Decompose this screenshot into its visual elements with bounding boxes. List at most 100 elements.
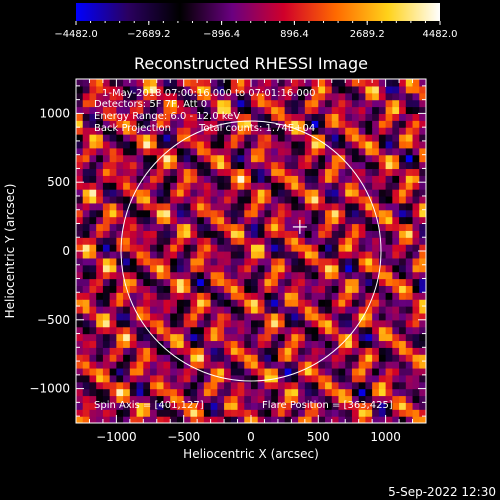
- heatmap-cell: [304, 299, 313, 307]
- heatmap-cell: [210, 168, 218, 176]
- heatmap-cell: [129, 409, 138, 417]
- heatmap-cell: [277, 223, 286, 231]
- heatmap-cell: [150, 140, 158, 149]
- heatmap-cell: [203, 285, 212, 293]
- heatmap-cell: [76, 175, 84, 183]
- heatmap-cell: [284, 195, 292, 204]
- heatmap-cell: [190, 285, 198, 293]
- heatmap-cell: [405, 409, 414, 417]
- heatmap-cell: [217, 161, 225, 170]
- heatmap-cell: [150, 168, 158, 176]
- heatmap-cell: [358, 367, 367, 376]
- heatmap-cell: [224, 381, 232, 390]
- heatmap-cell: [244, 271, 252, 280]
- heatmap-cell: [264, 99, 272, 108]
- heatmap-cell: [102, 361, 111, 369]
- heatmap-cell: [183, 381, 192, 390]
- heatmap-cell: [102, 79, 111, 87]
- heatmap-cell: [143, 264, 151, 273]
- heatmap-cell: [244, 333, 252, 342]
- heatmap-cell: [304, 333, 313, 342]
- heatmap-cell: [170, 168, 178, 176]
- heatmap-cell: [210, 285, 218, 293]
- heatmap-cell: [176, 278, 185, 286]
- heatmap-cell: [96, 264, 104, 273]
- heatmap-cell: [298, 106, 306, 114]
- heatmap-cell: [123, 257, 131, 266]
- heatmap-cell: [156, 354, 165, 362]
- heatmap-cell: [109, 230, 117, 238]
- heatmap-cell: [237, 347, 245, 355]
- heatmap-cell: [331, 271, 340, 280]
- heatmap-cell: [419, 175, 426, 183]
- heatmap-cell: [82, 374, 91, 383]
- heatmap-cell: [311, 127, 319, 135]
- heatmap-cell: [392, 374, 400, 383]
- heatmap-cell: [318, 409, 326, 417]
- heatmap-cell: [143, 237, 151, 245]
- heatmap-cell: [378, 285, 387, 293]
- heatmap-cell: [385, 92, 393, 101]
- heatmap-cell: [197, 285, 205, 293]
- heatmap-cell: [284, 134, 292, 142]
- heatmap-cell: [203, 230, 212, 238]
- heatmap-cell: [405, 223, 414, 231]
- heatmap-cell: [163, 182, 171, 190]
- heatmap-cell: [399, 134, 407, 142]
- heatmap-cell: [378, 388, 387, 397]
- heatmap-cell: [257, 134, 266, 142]
- heatmap-cell: [291, 299, 299, 307]
- heatmap-cell: [170, 140, 178, 149]
- heatmap-cell: [136, 319, 144, 328]
- heatmap-cell: [378, 367, 387, 376]
- heatmap-cell: [76, 402, 84, 410]
- heatmap-cell: [257, 388, 266, 397]
- heatmap-cell: [419, 168, 426, 176]
- heatmap-cell: [224, 168, 232, 176]
- heatmap-cell: [129, 127, 138, 135]
- heatmap-cell: [251, 140, 259, 149]
- heatmap-cell: [331, 237, 340, 245]
- heatmap-cell: [190, 127, 198, 135]
- heatmap-cell: [82, 278, 91, 286]
- heatmap-cell: [224, 347, 232, 355]
- heatmap-cell: [372, 319, 380, 328]
- heatmap-cell: [385, 381, 393, 390]
- heatmap-cell: [163, 312, 171, 321]
- heatmap-cell: [345, 99, 353, 108]
- heatmap-cell: [102, 319, 111, 328]
- heatmap-cell: [82, 367, 91, 376]
- heatmap-cell: [237, 244, 245, 252]
- heatmap-cell: [264, 278, 272, 286]
- heatmap-cell: [311, 230, 319, 238]
- heatmap-cell: [156, 285, 165, 293]
- heatmap-cell: [237, 79, 245, 87]
- heatmap-cell: [251, 264, 259, 273]
- heatmap-cell: [378, 416, 387, 423]
- heatmap-cell: [271, 278, 279, 286]
- heatmap-cell: [96, 271, 104, 280]
- heatmap-cell: [338, 381, 346, 390]
- heatmap-cell: [318, 388, 326, 397]
- heatmap-cell: [210, 292, 218, 300]
- heatmap-cell: [230, 209, 239, 218]
- heatmap-cell: [345, 120, 353, 128]
- heatmap-cell: [230, 113, 239, 121]
- heatmap-cell: [392, 395, 400, 403]
- heatmap-cell: [345, 388, 353, 397]
- heatmap-cell: [257, 402, 266, 410]
- heatmap-cell: [298, 195, 306, 204]
- heatmap-cell: [109, 120, 117, 128]
- heatmap-cell: [96, 333, 104, 342]
- heatmap-cell: [237, 326, 245, 335]
- heatmap-cell: [345, 216, 353, 225]
- heatmap-cell: [399, 140, 407, 149]
- heatmap-cell: [150, 251, 158, 259]
- heatmap-cell: [129, 354, 138, 362]
- heatmap-cell: [82, 395, 91, 403]
- heatmap-cell: [419, 251, 426, 259]
- colorbar-tick-label: −4482.0: [54, 29, 97, 40]
- heatmap-cell: [372, 99, 380, 108]
- heatmap-cell: [150, 319, 158, 328]
- detectors-annotation: Detectors: 5F 7F, Att 0: [94, 99, 207, 110]
